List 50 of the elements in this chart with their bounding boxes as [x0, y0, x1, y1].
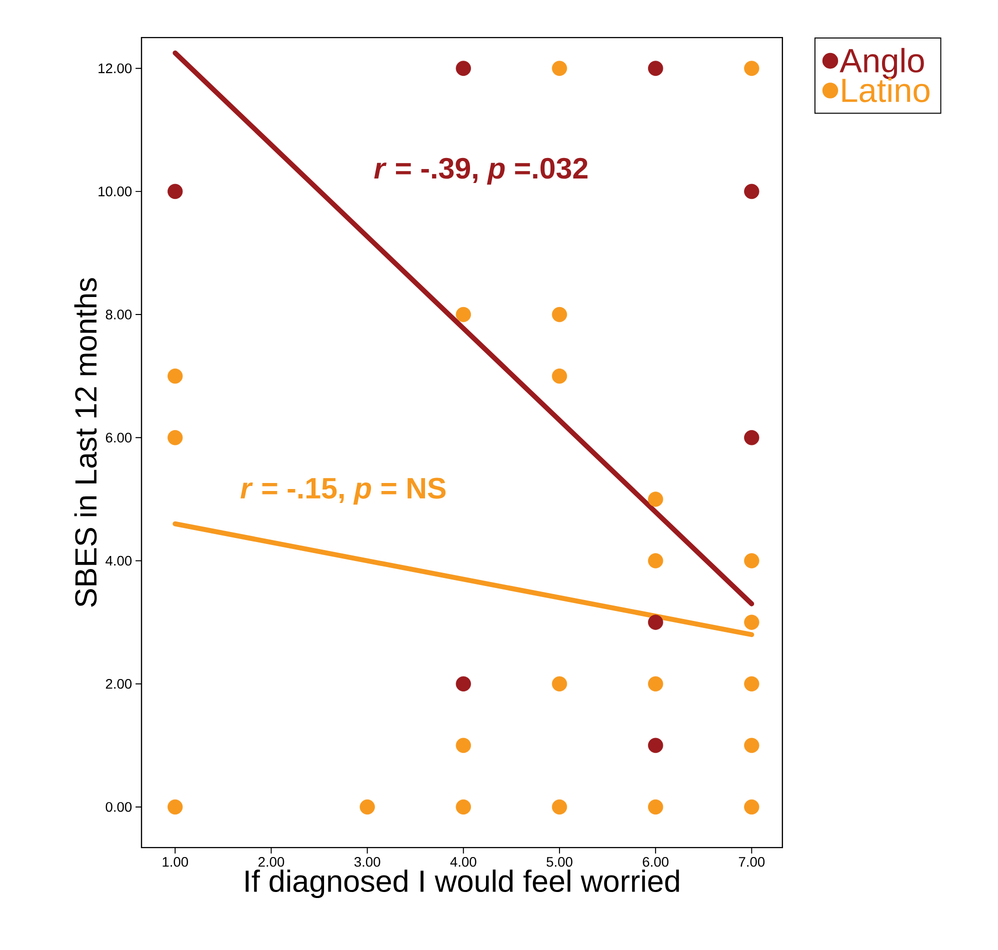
point	[648, 738, 664, 753]
legend-label: Latino	[842, 77, 930, 102]
x-tick-label: 6.00	[642, 856, 668, 867]
point	[552, 60, 568, 76]
point	[552, 368, 568, 384]
point	[744, 552, 760, 568]
point	[168, 368, 183, 384]
x-tick-label: 7.00	[738, 856, 765, 867]
x-tick-label: 2.00	[258, 856, 284, 867]
y-tick-label: 2.00	[106, 678, 132, 689]
point	[648, 676, 664, 692]
point	[648, 799, 664, 814]
point	[648, 491, 664, 507]
point	[552, 799, 568, 814]
y-tick-label: 0.00	[106, 802, 132, 812]
x-tick-label: 1.00	[162, 856, 188, 867]
point	[744, 799, 760, 814]
point	[648, 614, 664, 630]
point	[456, 60, 471, 76]
point	[552, 306, 568, 322]
point	[456, 738, 471, 753]
point	[648, 552, 664, 568]
point	[744, 738, 760, 753]
point	[744, 60, 760, 76]
point	[744, 430, 760, 446]
annotation: r = -.39, p =.032	[374, 158, 588, 184]
point	[552, 676, 568, 692]
x-tick-label: 3.00	[354, 856, 380, 867]
point	[168, 184, 183, 199]
point	[744, 614, 760, 630]
annotation: r = -.15, p = NS	[240, 478, 446, 504]
point	[456, 676, 471, 692]
legend-label: Anglo	[840, 48, 924, 79]
point	[744, 184, 760, 199]
point	[168, 799, 183, 814]
y-tick-label: 12.00	[98, 63, 132, 74]
point	[648, 60, 664, 76]
y-tick-label: 8.00	[106, 309, 132, 320]
y-tick-label: 10.00	[98, 186, 132, 196]
y-tick-label: 4.00	[106, 556, 132, 566]
point	[456, 306, 471, 322]
x-tick-label: 5.00	[546, 856, 572, 867]
y-tick-label: 6.00	[106, 432, 132, 442]
point	[456, 799, 471, 814]
point	[360, 799, 375, 814]
point	[168, 430, 183, 446]
point	[744, 676, 760, 692]
x-axis-title: If diagnosed I would feel worried	[246, 869, 679, 898]
x-tick-label: 4.00	[450, 856, 476, 867]
y-axis-title: SBES in Last 12 months	[74, 278, 97, 607]
